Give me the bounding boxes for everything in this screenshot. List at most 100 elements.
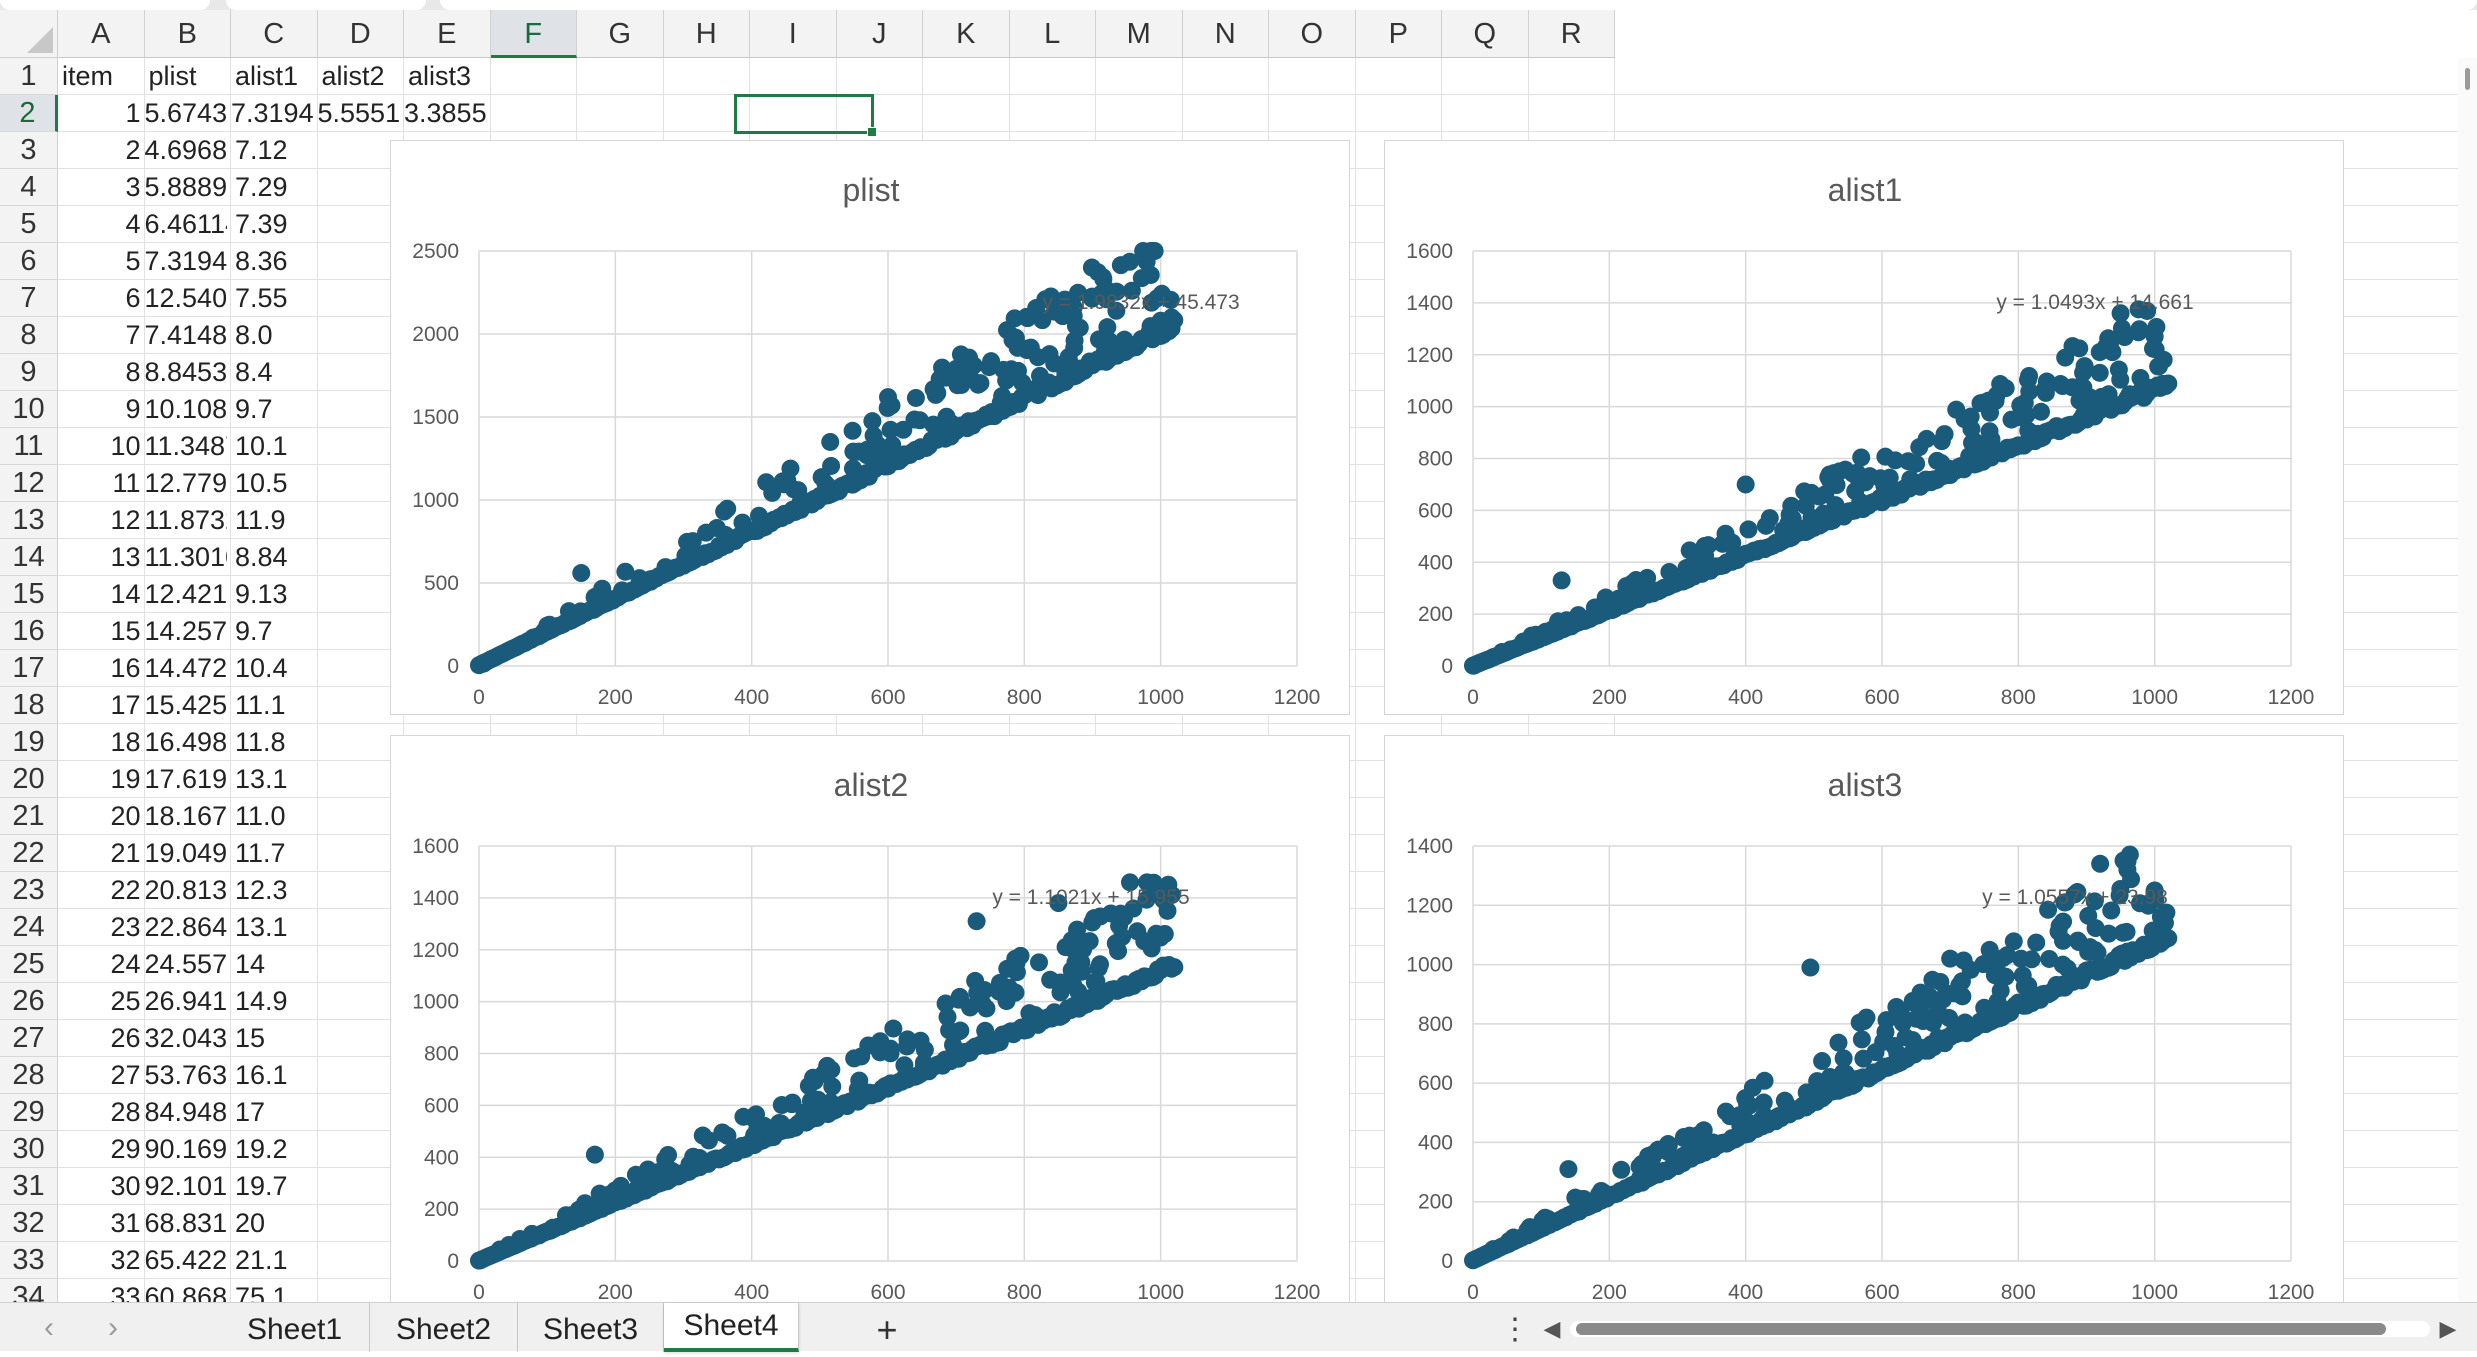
- data-cell-alist1[interactable]: 8.84: [235, 542, 288, 572]
- data-cell-plist[interactable]: 10.10895: [144, 394, 228, 424]
- scroll-right-arrow-icon[interactable]: ▶: [2439, 1316, 2457, 1341]
- data-cell-alist1[interactable]: 14: [235, 949, 266, 979]
- vertical-scroll-thumb[interactable]: [2465, 68, 2470, 90]
- data-cell-plist[interactable]: 90.16991: [144, 1134, 228, 1164]
- data-cell-plist[interactable]: 19.04964: [144, 838, 228, 868]
- data-cell-plist[interactable]: 16.49857: [144, 727, 228, 757]
- data-cell-alist1[interactable]: 21.1: [235, 1245, 288, 1275]
- data-cell-item[interactable]: 13: [110, 542, 141, 572]
- column-header-n[interactable]: N: [1182, 10, 1269, 58]
- cell-header-alist3[interactable]: alist3: [408, 61, 472, 91]
- data-cell-item[interactable]: 3: [125, 172, 141, 202]
- data-cell-item[interactable]: 19: [110, 764, 141, 794]
- data-cell-plist[interactable]: 12.42161: [144, 579, 228, 609]
- data-cell-item[interactable]: 24: [110, 949, 141, 979]
- data-cell[interactable]: 1: [125, 98, 141, 128]
- data-cell-alist1[interactable]: 9.7: [235, 394, 273, 424]
- row-header-10[interactable]: 10: [0, 391, 58, 428]
- data-cell-alist1[interactable]: 11.9: [235, 505, 286, 535]
- data-cell-alist1[interactable]: 10.5: [235, 468, 288, 498]
- row-header-26[interactable]: 26: [0, 983, 58, 1020]
- vertical-scrollbar[interactable]: [2458, 58, 2477, 1302]
- data-cell-alist1[interactable]: 9.13: [235, 579, 288, 609]
- row-header-5[interactable]: 5: [0, 206, 58, 243]
- add-sheet-button[interactable]: +: [876, 1309, 898, 1350]
- data-cell-item[interactable]: 20: [110, 801, 141, 831]
- row-header-13[interactable]: 13: [0, 502, 58, 539]
- column-header-d[interactable]: D: [317, 10, 404, 58]
- row-header-17[interactable]: 17: [0, 650, 58, 687]
- data-cell-item[interactable]: 32: [110, 1245, 141, 1275]
- data-cell-alist1[interactable]: 7.12: [235, 135, 288, 165]
- column-header-m[interactable]: M: [1096, 10, 1183, 58]
- scroll-tabs-right-icon[interactable]: ›: [108, 1311, 118, 1344]
- cell-header-alist1[interactable]: alist1: [235, 61, 299, 91]
- column-header-p[interactable]: P: [1355, 10, 1442, 58]
- tab-options-icon[interactable]: ⋮: [1500, 1313, 1530, 1346]
- fill-handle[interactable]: [867, 127, 877, 137]
- data-cell-alist1[interactable]: 7.39: [235, 209, 288, 239]
- data-cell-plist[interactable]: 65.42206: [144, 1245, 228, 1275]
- data-cell-plist[interactable]: 12.77924: [144, 468, 228, 498]
- data-cell-alist1[interactable]: 7.55: [235, 283, 288, 313]
- row-header-2[interactable]: 2: [0, 95, 58, 132]
- cell-header-item[interactable]: item: [62, 61, 114, 91]
- data-cell-item[interactable]: 25: [110, 986, 141, 1016]
- row-header-18[interactable]: 18: [0, 687, 58, 724]
- row-header-14[interactable]: 14: [0, 539, 58, 576]
- row-header-1[interactable]: 1: [0, 58, 58, 95]
- row-header-12[interactable]: 12: [0, 465, 58, 502]
- data-cell-item[interactable]: 29: [110, 1134, 141, 1164]
- data-cell-plist[interactable]: 68.83144: [144, 1208, 228, 1238]
- data-cell-plist[interactable]: 8.845329: [144, 357, 228, 387]
- data-cell-plist[interactable]: 24.55711: [144, 949, 228, 979]
- data-cell-plist[interactable]: 7.414818: [144, 320, 228, 350]
- data-cell-alist1[interactable]: 8.0: [235, 320, 273, 350]
- row-header-29[interactable]: 29: [0, 1094, 58, 1131]
- row-header-16[interactable]: 16: [0, 613, 58, 650]
- row-header-25[interactable]: 25: [0, 946, 58, 983]
- data-cell-alist1[interactable]: 20: [235, 1208, 266, 1238]
- data-cell-plist[interactable]: 12.54082: [144, 283, 228, 313]
- data-cell-alist1[interactable]: 75.1: [235, 1282, 288, 1302]
- data-cell-item[interactable]: 22: [110, 875, 141, 905]
- data-cell-alist1[interactable]: 13.1: [235, 764, 288, 794]
- sheet-tab-sheet1[interactable]: Sheet1: [220, 1303, 370, 1352]
- data-cell-item[interactable]: 4: [125, 209, 141, 239]
- data-cell-plist[interactable]: 84.94854: [144, 1097, 228, 1127]
- scroll-tabs-left-icon[interactable]: ‹: [44, 1311, 54, 1344]
- data-cell-alist1[interactable]: 9.7: [235, 616, 273, 646]
- data-cell-alist1[interactable]: 11.1: [235, 690, 286, 720]
- data-cell-alist1[interactable]: 19.7: [235, 1171, 288, 1201]
- column-header-l[interactable]: L: [1009, 10, 1096, 58]
- column-header-a[interactable]: A: [58, 10, 145, 58]
- column-header-q[interactable]: Q: [1442, 10, 1529, 58]
- row-header-15[interactable]: 15: [0, 576, 58, 613]
- row-header-22[interactable]: 22: [0, 835, 58, 872]
- data-cell-alist1[interactable]: 7.29: [235, 172, 288, 202]
- row-header-32[interactable]: 32: [0, 1205, 58, 1242]
- data-cell-plist[interactable]: 5.888939: [144, 172, 228, 202]
- data-cell-alist1[interactable]: 19.2: [235, 1134, 288, 1164]
- horizontal-scroll-thumb[interactable]: [1576, 1323, 2386, 1335]
- column-header-b[interactable]: B: [144, 10, 231, 58]
- sheet-tab-sheet4[interactable]: Sheet4: [664, 1303, 799, 1352]
- data-cell-plist[interactable]: 11.34872: [144, 431, 228, 461]
- data-cell-item[interactable]: 21: [110, 838, 141, 868]
- data-cell-item[interactable]: 26: [110, 1023, 141, 1053]
- row-header-30[interactable]: 30: [0, 1131, 58, 1168]
- data-cell-alist1[interactable]: 11.7: [235, 838, 286, 868]
- cell-header-plist[interactable]: plist: [148, 61, 197, 91]
- column-header-g[interactable]: G: [577, 10, 664, 58]
- data-cell-plist[interactable]: 6.461143: [144, 209, 228, 239]
- row-header-33[interactable]: 33: [0, 1242, 58, 1279]
- column-header-i[interactable]: I: [750, 10, 837, 58]
- data-cell-alist1[interactable]: 10.4: [235, 653, 288, 683]
- scatter-chart-plist[interactable]: plist 0 500 1000 1500 2000 2500 0 200 400 600 800 10…: [390, 140, 1350, 715]
- data-cell-item[interactable]: 18: [110, 727, 141, 757]
- row-header-28[interactable]: 28: [0, 1057, 58, 1094]
- data-cell-item[interactable]: 16: [110, 653, 141, 683]
- data-cell-item[interactable]: 12: [110, 505, 141, 535]
